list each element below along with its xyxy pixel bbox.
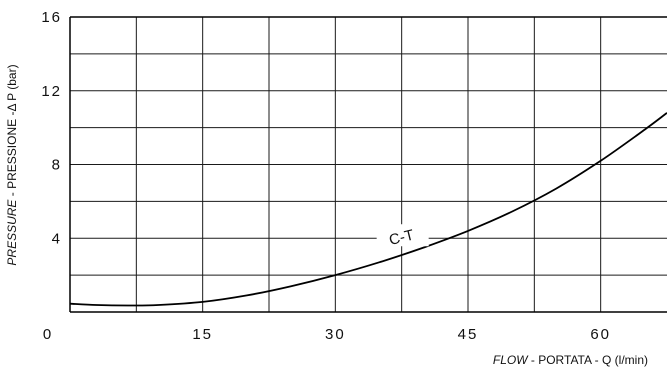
grid [70,17,667,312]
x-tick-label: 15 [192,326,213,343]
x-tick-label: 60 [590,326,611,343]
series-layer [69,112,667,307]
y-tick-label: 12 [41,83,62,100]
x-axis-label: FLOW - PORTATA - Q (l/min) [493,353,648,367]
y-tick-label: 4 [52,230,62,247]
x-tick-label: 45 [458,326,479,343]
annotation-background [376,224,429,247]
plot-frame [69,16,667,313]
curve-label-c-t: C-T [387,226,415,249]
x-tick-label: 30 [325,326,346,343]
y-axis-label: PRESSURE - PRESSIONE -Δ P (bar) [5,64,19,265]
y-tick-label: 8 [52,157,62,174]
x-tick-label: 0 [43,326,53,343]
series-line-c-t [69,112,667,307]
y-tick-label: 16 [41,9,62,26]
x-tick-labels: 0 15 30 45 60 [43,326,611,343]
annotation-layer: C-T [376,224,429,249]
y-tick-labels: 4 8 12 16 [41,9,62,247]
